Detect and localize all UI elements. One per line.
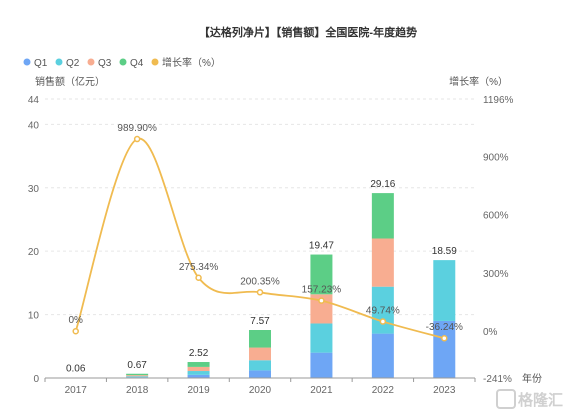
bar-Q3-2018 [126, 375, 149, 377]
data-labels: 0.06 0.67 2.52 7.57 19.47 29.16 18.59 0% 989.90%… [66, 123, 463, 375]
total-label-2018: 0.67 [127, 360, 147, 371]
legend-label-4: 增长率（%） [162, 56, 221, 69]
bar-Q4-2021 [310, 254, 333, 295]
chart-title: 【达格列净片】【销售额】全国医院-年度趋势 [199, 25, 417, 39]
y2-tick-label-5: 1196% [483, 95, 514, 106]
bar-Q4-2020 [249, 329, 271, 348]
bar-Q4-2019 [187, 362, 210, 367]
bar-Q1-2021 [310, 352, 333, 378]
y-tick-label-1: 10 [28, 311, 40, 322]
total-label-2020: 7.57 [250, 316, 270, 327]
x-tick-label-3: 2020 [249, 385, 272, 396]
x-tick-label-5: 2022 [372, 385, 395, 396]
growth-label-2019: 275.34% [179, 262, 219, 273]
bar-Q2-2020 [249, 360, 271, 371]
growth-label-2018: 989.90% [117, 123, 157, 134]
growth-line [72, 135, 448, 342]
growth-label-2017: 0% [68, 315, 83, 326]
y2-tick-label-1: 0% [483, 327, 498, 338]
x-tick-label-2: 2019 [187, 385, 210, 396]
legend-marker-2 [87, 58, 95, 66]
bar-Q3-2020 [249, 347, 271, 361]
bar-Q2-2023 [433, 260, 456, 321]
legend-marker-0 [23, 58, 31, 66]
growth-point-2020 [256, 289, 264, 296]
y-tick-label-2: 20 [28, 247, 40, 258]
bar-Q2-2019 [187, 371, 210, 375]
bar-Q3-2019 [187, 366, 210, 372]
bar-Q2-2022 [371, 286, 394, 334]
bar-Q1-2020 [249, 370, 271, 378]
growth-label-2020: 200.35% [240, 276, 280, 287]
growth-line-path [74, 138, 445, 340]
bar-Q1-2023 [433, 320, 456, 378]
bar-Q2-2018 [126, 376, 149, 378]
x-tick-label-0: 2017 [65, 385, 88, 396]
watermark-logo-icon [496, 389, 516, 409]
watermark: 格隆汇 [496, 389, 563, 409]
x-tick-label-4: 2021 [310, 385, 333, 396]
growth-point-2021 [318, 297, 325, 304]
growth-point-2018 [133, 135, 141, 143]
axes: 0 10 20 30 40 44 -241% 0% 300% 600% 900% 1196% 2017 2… [28, 95, 514, 396]
growth-point-2023 [441, 334, 448, 342]
legend-marker-4 [151, 58, 159, 66]
total-label-2022: 29.16 [370, 179, 395, 190]
legend-label-1: Q2 [66, 58, 80, 69]
legend-label-0: Q1 [34, 58, 48, 69]
y-tick-label-5: 44 [28, 95, 40, 106]
y2-tick-label-2: 300% [483, 269, 509, 280]
y-tick-label-3: 30 [28, 184, 40, 195]
legend-label-2: Q3 [98, 58, 112, 69]
legend-label-3: Q4 [130, 58, 144, 69]
legend-marker-3 [119, 58, 127, 66]
x-tick-label-1: 2018 [126, 385, 149, 396]
growth-point-2022 [379, 318, 387, 325]
total-label-2017: 0.06 [66, 364, 86, 375]
total-label-2021: 19.47 [309, 241, 334, 252]
y2-tick-label-4: 900% [483, 152, 509, 163]
y2-axis-title: 增长率（%） [449, 75, 508, 88]
bar-Q1-2022 [371, 333, 394, 378]
legend: Q1 Q2 Q3 Q4 增长率（%） [23, 56, 221, 69]
growth-label-2021: 157.23% [302, 285, 342, 296]
bar-Q4-2018 [126, 373, 149, 376]
watermark-text: 格隆汇 [518, 391, 563, 409]
bar-Q3-2022 [371, 238, 394, 287]
total-label-2019: 2.52 [189, 348, 209, 359]
growth-label-2022: 49.74% [366, 306, 400, 317]
bar-Q2-2021 [310, 323, 333, 353]
x-axis-title: 年份 [522, 372, 542, 385]
growth-point-2019 [195, 274, 202, 282]
y-axis-title: 销售额（亿元） [35, 75, 105, 88]
y-tick-label-0: 0 [33, 374, 39, 385]
y2-tick-label-3: 600% [483, 211, 509, 222]
x-tick-label-6: 2023 [433, 385, 456, 396]
growth-label-2023: -36.24% [426, 322, 463, 333]
legend-marker-1 [55, 58, 63, 66]
total-label-2023: 18.59 [432, 246, 457, 257]
y2-tick-label-0: -241% [483, 374, 512, 385]
growth-point-2017 [72, 327, 79, 335]
bar-Q4-2022 [371, 193, 394, 239]
bar-Q1-2019 [187, 374, 210, 378]
y-tick-label-4: 40 [28, 120, 40, 131]
bars [64, 193, 456, 378]
